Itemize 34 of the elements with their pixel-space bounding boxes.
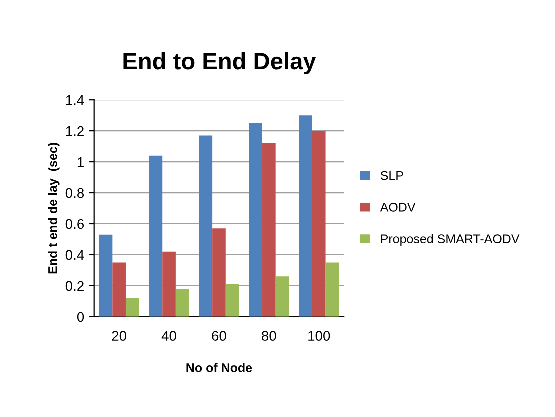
- chart-title: End to End Delay: [124, 52, 316, 74]
- bar: [276, 276, 290, 317]
- bar: [199, 136, 213, 317]
- bar: [226, 284, 240, 317]
- y-tick-label: 0.6: [66, 219, 84, 230]
- y-axis-title: End t end de lay (sec): [48, 143, 60, 274]
- y-tick-label: 0: [77, 312, 84, 322]
- bar: [149, 156, 163, 317]
- x-tick-label: 60: [212, 331, 226, 342]
- y-tick-label: 0.2: [66, 281, 84, 292]
- y-tick-label: 1: [78, 158, 84, 168]
- x-tick-label: 40: [162, 331, 176, 342]
- y-tick-label: 0.4: [66, 250, 84, 260]
- y-tick-label: 1.4: [66, 96, 84, 106]
- bar: [212, 228, 226, 317]
- bar: [176, 289, 190, 317]
- x-axis-title: No of Node: [186, 363, 252, 372]
- bar: [162, 252, 176, 317]
- x-tick-label: 100: [308, 331, 330, 342]
- bar: [249, 123, 263, 317]
- y-tick-label: 1.2: [66, 126, 84, 136]
- bar: [112, 262, 126, 317]
- legend-label: SLP: [380, 171, 404, 180]
- bar: [299, 116, 312, 317]
- legend-label: Proposed SMART-AODV: [381, 234, 520, 246]
- bar: [326, 262, 340, 317]
- x-tick-label: 80: [262, 331, 276, 342]
- y-tick-label: 0.8: [66, 188, 84, 198]
- x-tick-label: 20: [112, 331, 127, 342]
- bar: [262, 143, 276, 317]
- bar: [99, 234, 113, 317]
- bar: [126, 298, 140, 317]
- bar: [312, 131, 326, 317]
- legend-label: AODV: [380, 203, 416, 212]
